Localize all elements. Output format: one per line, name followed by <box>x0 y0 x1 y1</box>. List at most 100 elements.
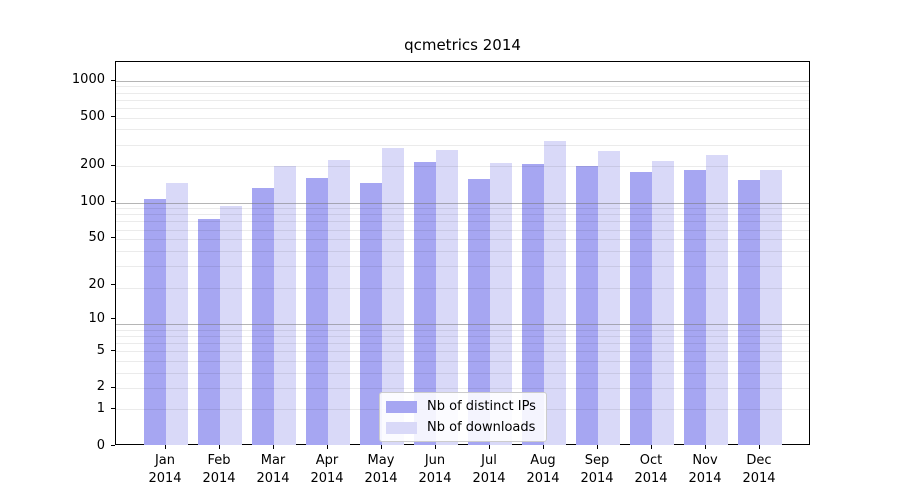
x-tick <box>543 445 544 449</box>
bar-distinct-ips-dec <box>738 179 760 445</box>
bar-downloads-dec <box>760 169 782 445</box>
bar-distinct-ips-nov <box>684 169 706 445</box>
x-tick-label-dec: Dec 2014 <box>742 453 776 486</box>
bar-downloads-jun <box>436 150 458 445</box>
x-tick <box>597 445 598 449</box>
y-tick <box>111 79 115 81</box>
x-tick-label-mar: Mar 2014 <box>256 453 290 486</box>
gridline-minor <box>116 336 809 338</box>
bar-downloads-apr <box>328 159 350 445</box>
legend-item-downloads: Nb of downloads <box>386 420 536 435</box>
y-tick-label: 1000 <box>71 72 105 88</box>
bar-downloads-oct <box>652 160 674 445</box>
x-tick <box>165 445 166 449</box>
bar-distinct-ips-may <box>360 182 382 445</box>
legend-swatch-distinct-ips <box>386 400 417 413</box>
gridline-minor <box>116 351 809 353</box>
bar-distinct-ips-mar <box>252 188 274 445</box>
gridline-minor <box>116 287 809 289</box>
y-tick <box>111 445 115 446</box>
y-tick-label: 2 <box>96 379 105 395</box>
bar-distinct-ips-jun <box>414 162 436 445</box>
gridline-minor <box>116 165 809 167</box>
bar-distinct-ips-apr <box>306 177 328 445</box>
bar-distinct-ips-jul <box>468 179 490 445</box>
bar-distinct-ips-jan <box>144 199 166 445</box>
plot-area <box>115 61 810 445</box>
y-tick <box>111 164 115 166</box>
gridline-minor <box>116 266 809 268</box>
y-tick-label: 10 <box>88 310 105 326</box>
bar-downloads-aug <box>544 141 566 445</box>
y-tick <box>111 350 115 352</box>
bar-downloads-jan <box>166 183 188 445</box>
gridline-minor <box>116 107 809 109</box>
legend-label-distinct-ips: Nb of distinct IPs <box>427 399 536 414</box>
x-tick-label-sep: Sep 2014 <box>580 453 614 486</box>
legend-label-downloads: Nb of downloads <box>427 420 536 435</box>
x-tick-label-nov: Nov 2014 <box>688 453 722 486</box>
y-tick <box>111 116 115 118</box>
gridline-minor <box>116 343 809 345</box>
y-tick <box>111 386 115 388</box>
bar-downloads-nov <box>706 155 728 445</box>
gridline-minor <box>116 239 809 241</box>
gridline-minor <box>116 221 809 223</box>
bar-distinct-ips-oct <box>630 171 652 445</box>
gridline-minor <box>116 129 809 131</box>
gridline-minor <box>116 329 809 331</box>
chart-title: qcmetrics 2014 <box>404 36 521 54</box>
y-tick-label: 50 <box>88 229 105 245</box>
x-tick-label-feb: Feb 2014 <box>202 453 236 486</box>
x-tick <box>759 445 760 449</box>
x-tick <box>381 445 382 449</box>
y-tick-label: 20 <box>88 276 105 292</box>
gridline-minor <box>116 360 809 362</box>
y-tick-label: 500 <box>80 108 105 124</box>
y-tick <box>111 237 115 239</box>
x-tick <box>219 445 220 449</box>
legend: Nb of distinct IPs Nb of downloads <box>379 392 547 442</box>
y-tick <box>111 408 115 410</box>
gridline-major <box>116 324 809 326</box>
x-tick-label-may: May 2014 <box>364 453 398 486</box>
bar-distinct-ips-feb <box>198 218 220 445</box>
x-tick-label-jul: Jul 2014 <box>472 453 506 486</box>
x-tick <box>489 445 490 449</box>
gridline-minor <box>116 208 809 210</box>
y-tick-label: 200 <box>80 157 105 173</box>
bar-downloads-feb <box>220 205 242 445</box>
gridline-minor <box>116 214 809 216</box>
x-tick-label-oct: Oct 2014 <box>634 453 668 486</box>
gridline-minor <box>116 92 809 94</box>
bar-downloads-sep <box>598 150 620 445</box>
gridline-minor <box>116 229 809 231</box>
x-tick <box>435 445 436 449</box>
y-tick <box>111 201 115 203</box>
y-tick-label: 100 <box>80 193 105 209</box>
x-tick-label-apr: Apr 2014 <box>310 453 344 486</box>
x-tick-label-jun: Jun 2014 <box>418 453 452 486</box>
y-tick <box>111 318 115 320</box>
x-tick <box>651 445 652 449</box>
y-tick-label: 0 <box>96 437 105 453</box>
gridline-minor <box>116 144 809 146</box>
bar-distinct-ips-aug <box>522 163 544 445</box>
x-tick <box>705 445 706 449</box>
gridline-minor <box>116 251 809 253</box>
gridline-minor <box>116 387 809 389</box>
gridline-major <box>116 80 809 82</box>
x-tick <box>327 445 328 449</box>
bar-downloads-jul <box>490 163 512 445</box>
legend-item-distinct-ips: Nb of distinct IPs <box>386 399 536 414</box>
bar-downloads-may <box>382 148 404 445</box>
legend-swatch-downloads <box>386 421 417 434</box>
x-tick-label-aug: Aug 2014 <box>526 453 560 486</box>
gridline-minor <box>116 117 809 119</box>
gridline-minor <box>116 372 809 374</box>
y-tick-label: 1 <box>96 400 105 416</box>
x-tick <box>273 445 274 449</box>
gridline-minor <box>116 86 809 88</box>
bar-downloads-mar <box>274 166 296 445</box>
